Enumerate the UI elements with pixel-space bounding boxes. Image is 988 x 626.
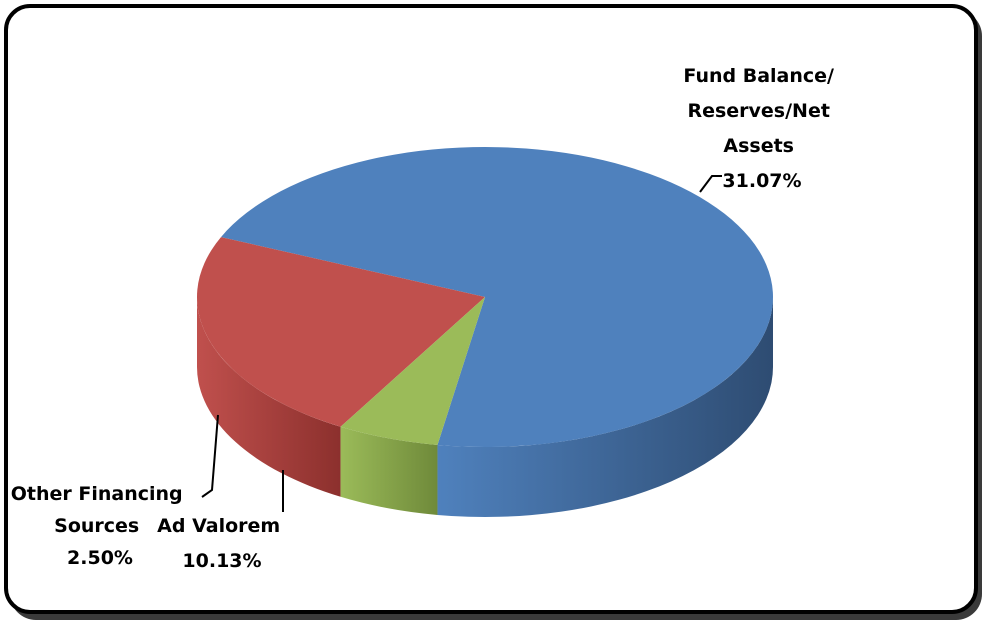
label-ad-valorem: Ad Valorem 10.13%: [157, 515, 287, 572]
label-other-financing-line-2: Sources: [54, 515, 139, 537]
label-other-financing-line-1: Other Financing: [11, 483, 183, 505]
pie-slice-ad-valorem: [196, 237, 485, 427]
label-other-financing: Other Financing Sources 2.50%: [11, 483, 190, 569]
label-fund-balance-line-2: Reserves/Net: [687, 100, 829, 122]
label-fund-balance-line-3: Assets: [723, 135, 794, 157]
leader-line-other-financing: [201, 414, 219, 498]
label-ad-valorem-value: 10.13%: [182, 550, 261, 572]
leader-lines: [201, 175, 722, 512]
label-ad-valorem-line-1: Ad Valorem: [157, 515, 280, 537]
pie-sides: [197, 297, 773, 517]
pie-slice-fund-balance-reserves-net-assets: [220, 147, 774, 448]
pie-tops: [196, 147, 774, 448]
pie-side-fund-balance-reserves-net-assets: [437, 297, 773, 517]
label-fund-balance-value: 31.07%: [722, 170, 801, 192]
label-other-financing-value: 2.50%: [67, 547, 133, 569]
label-fund-balance: Fund Balance/ Reserves/Net Assets 31.07%: [683, 65, 840, 192]
pie-side-other-financing-sources: [340, 426, 438, 515]
label-fund-balance-line-1: Fund Balance/: [683, 65, 834, 87]
leader-line-fund-balance: [699, 175, 722, 193]
pie-slice-other-financing-sources: [340, 297, 485, 445]
pie-side-ad-valorem: [197, 297, 341, 497]
slice-labels: Fund Balance/ Reserves/Net Assets 31.07%…: [11, 65, 840, 572]
